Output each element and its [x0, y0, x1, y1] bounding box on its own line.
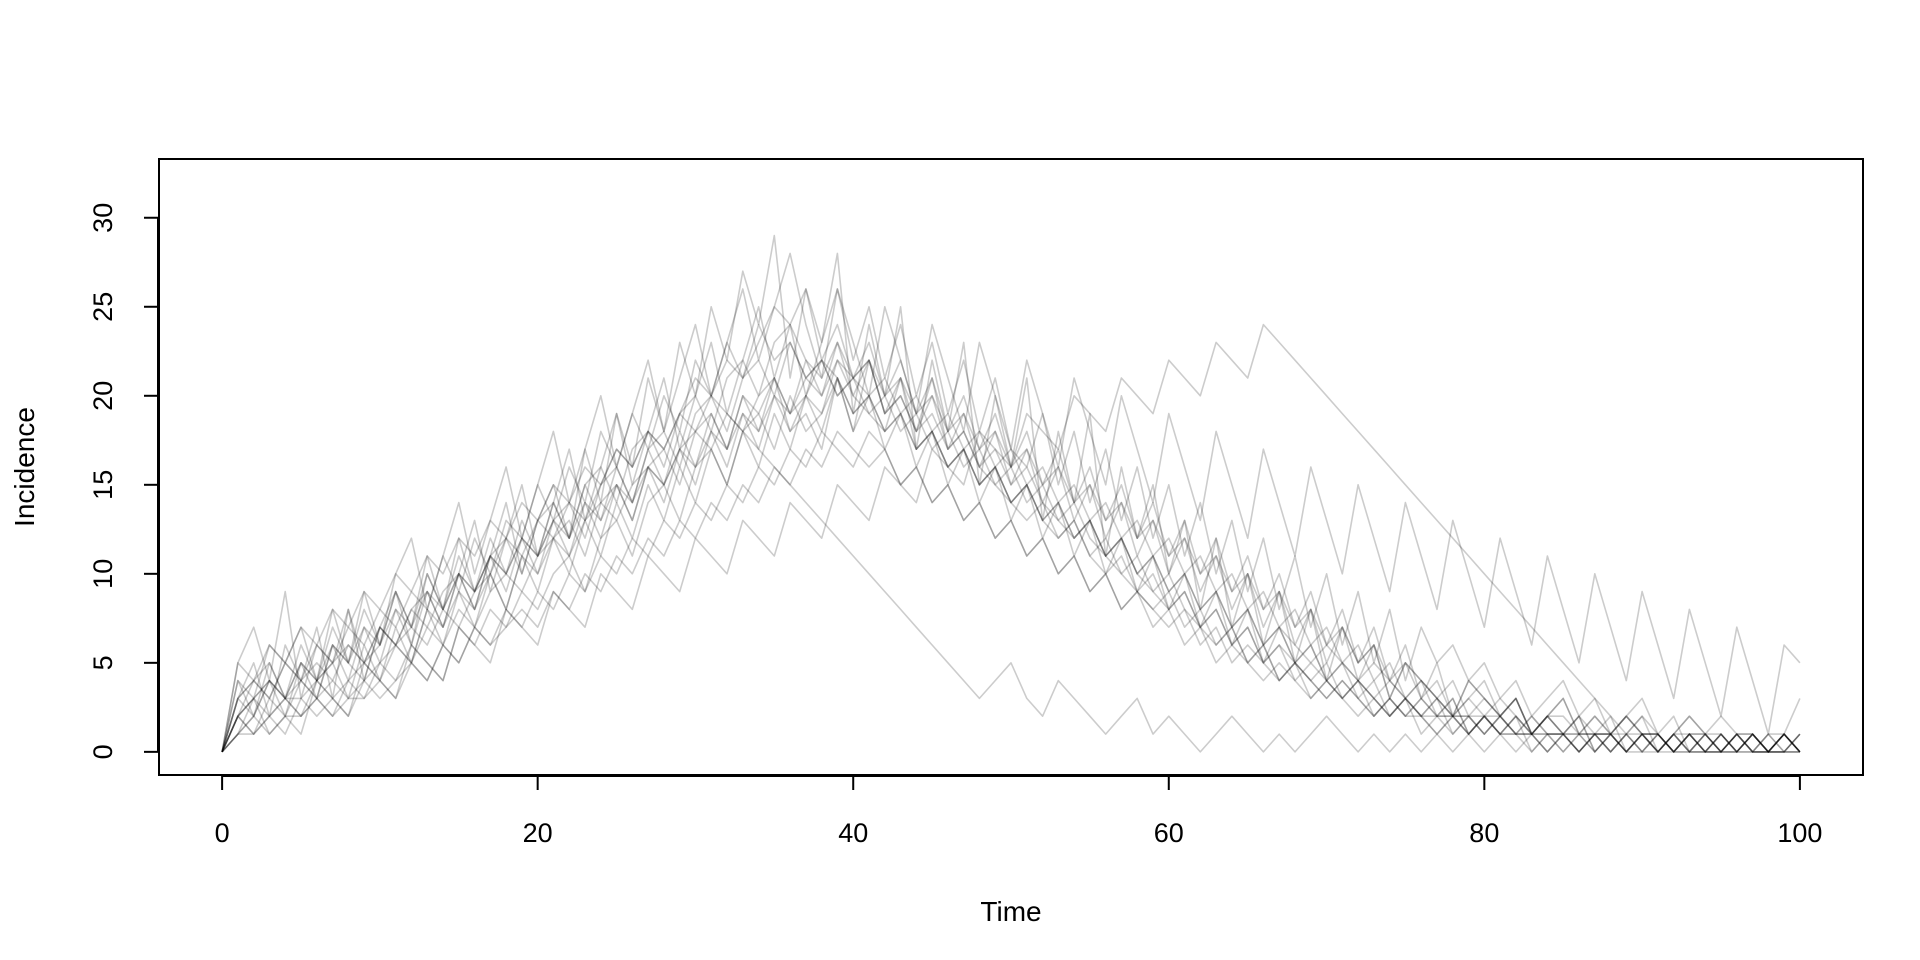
- x-tick-label-60: 60: [1154, 818, 1184, 848]
- series-line-1: [221, 359, 1800, 753]
- x-tick-label-40: 40: [838, 818, 868, 848]
- series-line-17: [221, 377, 1801, 753]
- series-line-4: [221, 359, 1801, 753]
- x-tick-label-100: 100: [1777, 818, 1822, 848]
- y-tick-label-25: 25: [88, 292, 118, 322]
- series-line-14: [221, 323, 1801, 753]
- series-line-10: [221, 288, 1801, 753]
- y-tick-label-0: 0: [88, 744, 118, 759]
- series-line-15: [221, 341, 1801, 753]
- series-line-5: [221, 341, 1801, 753]
- series-line-8: [221, 377, 1801, 753]
- series-line-12: [221, 288, 1801, 753]
- x-axis-title: Time: [980, 896, 1041, 927]
- series-line-18: [221, 359, 1801, 753]
- y-tick-label-15: 15: [88, 470, 118, 500]
- y-tick-label-10: 10: [88, 559, 118, 589]
- y-axis-title: Incidence: [9, 407, 40, 527]
- series-line-6: [221, 430, 1801, 753]
- x-tick-label-80: 80: [1469, 818, 1499, 848]
- y-tick-label-5: 5: [88, 655, 118, 670]
- series-group: [221, 234, 1801, 753]
- series-line-13: [221, 252, 1801, 753]
- x-axis: 0 20 40 60 80 100: [215, 775, 1822, 848]
- x-tick-label-0: 0: [215, 818, 230, 848]
- series-line-9: [221, 234, 1801, 753]
- series-line-2: [221, 430, 1801, 753]
- x-tick-label-20: 20: [523, 818, 553, 848]
- y-tick-label-20: 20: [88, 381, 118, 411]
- series-line-11: [221, 359, 1801, 753]
- y-tick-label-30: 30: [88, 203, 118, 233]
- series-line-3: [221, 323, 1800, 753]
- series-line-7: [221, 323, 1800, 753]
- series-line-16: [221, 394, 1801, 753]
- y-axis: 0 5 10 15 20 25 30: [88, 203, 159, 759]
